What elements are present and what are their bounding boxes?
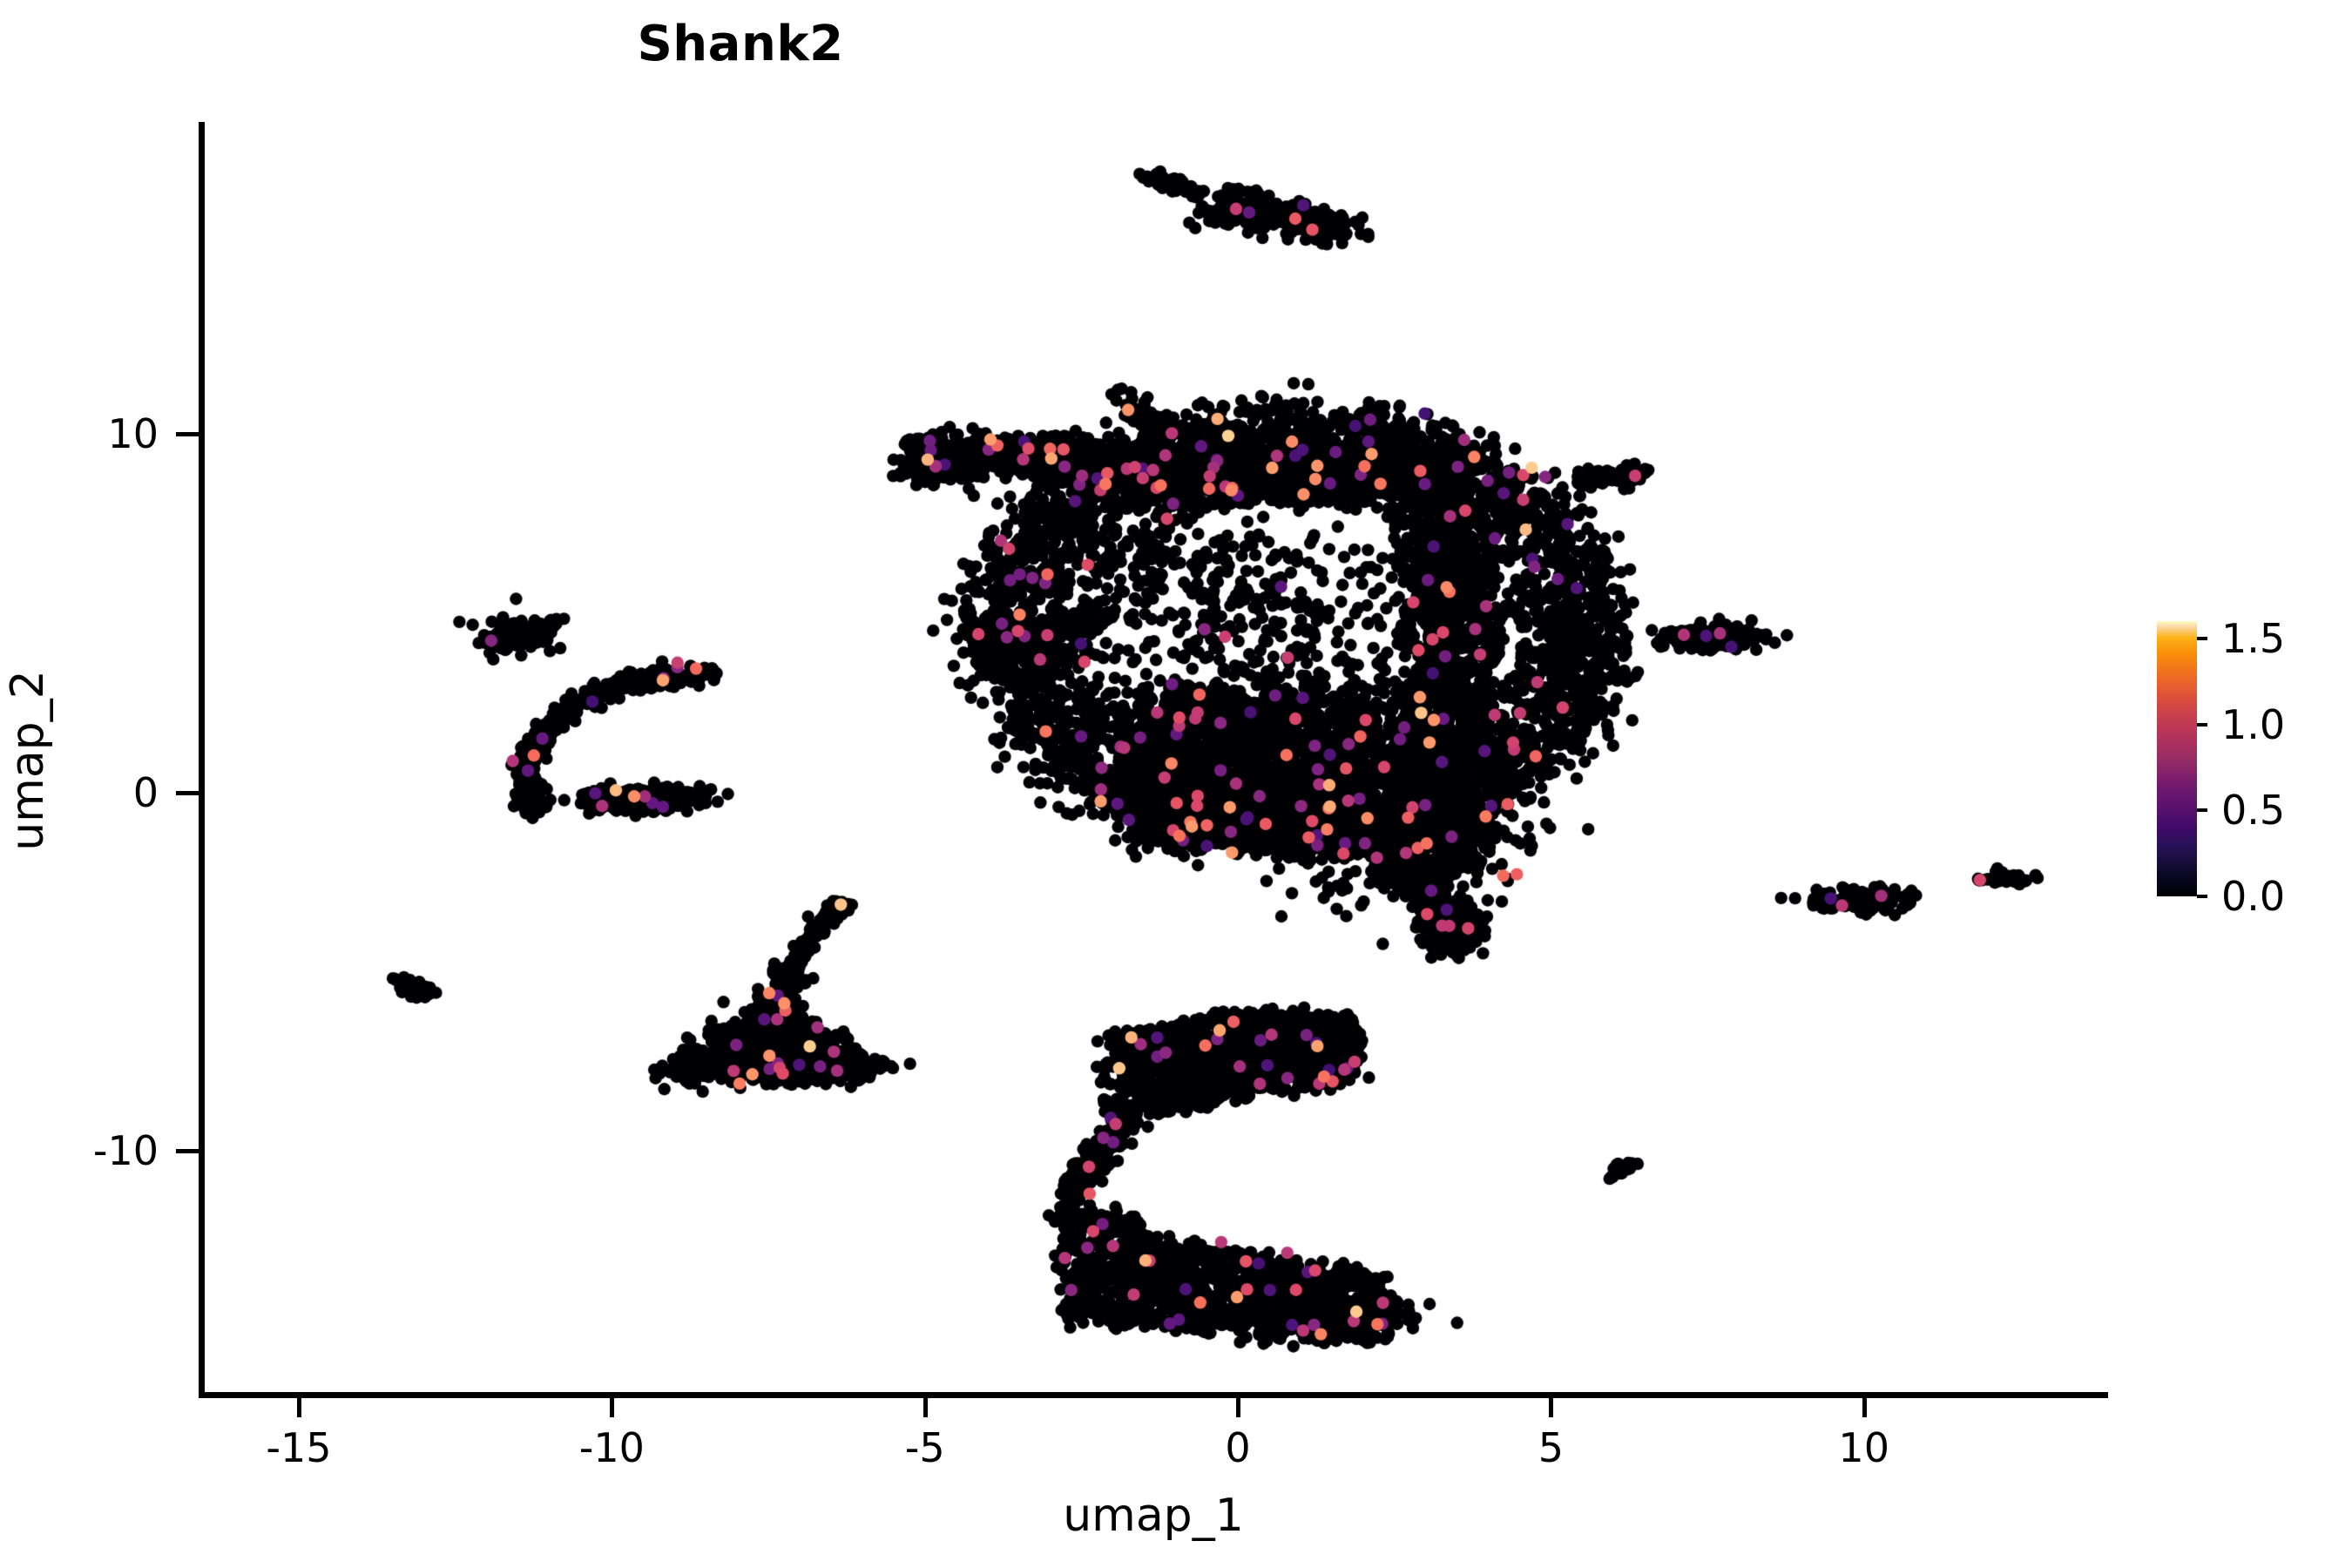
x-tick-mark (1549, 1398, 1554, 1417)
x-tick-mark (296, 1398, 301, 1417)
y-tick-mark (176, 790, 199, 795)
y-tick-label: -10 (92, 1127, 159, 1175)
y-tick-label: 10 (107, 410, 159, 458)
x-tick-mark (923, 1398, 928, 1417)
x-tick-label: 10 (1838, 1424, 1889, 1471)
x-tick-label: -5 (904, 1424, 945, 1471)
y-tick-mark (176, 432, 199, 437)
colorbar-tick-mark (2197, 808, 2207, 813)
axis-spine-bottom (199, 1392, 2108, 1398)
colorbar-tick-label: 0.5 (2221, 787, 2286, 835)
colorbar-tick-label: 0.0 (2221, 873, 2286, 920)
y-axis-label: umap_2 (2, 669, 54, 851)
x-tick-mark (610, 1398, 615, 1417)
colorbar-tick-label: 1.5 (2221, 614, 2286, 662)
colorbar-tick-mark (2197, 636, 2207, 640)
y-tick-label: 0 (132, 768, 159, 816)
x-axis-label: umap_1 (1063, 1490, 1244, 1542)
colorbar-gradient (2157, 621, 2197, 896)
plot-axes: -15 -10 -5 0 5 10 10 0 -10 umap_1 umap_2 (2, 122, 2108, 1542)
x-tick-label: 0 (1225, 1424, 1251, 1471)
x-tick-mark (1862, 1398, 1867, 1417)
x-tick-label: 5 (1538, 1424, 1564, 1471)
x-tick-label: -10 (578, 1424, 645, 1471)
x-tick-label: -15 (266, 1424, 332, 1471)
axis-spine-left (199, 122, 205, 1398)
colorbar: 0.0 0.5 1.0 1.5 (2157, 615, 2331, 920)
chart-title: Shank2 (637, 16, 844, 72)
colorbar-tick-label: 1.0 (2221, 700, 2286, 748)
colorbar-tick-mark (2197, 895, 2207, 898)
scatter-canvas (199, 122, 2108, 1398)
colorbar-tick-mark (2197, 722, 2207, 727)
x-tick-mark (1236, 1398, 1241, 1417)
y-tick-mark (176, 1149, 199, 1154)
